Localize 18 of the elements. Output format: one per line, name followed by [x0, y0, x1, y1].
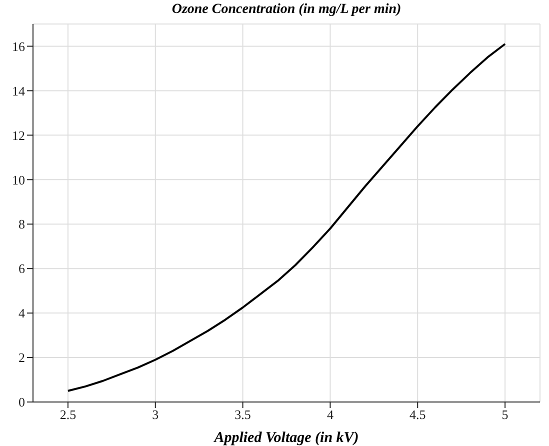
y-tick-label: 0: [18, 394, 25, 410]
y-tick-label: 14: [12, 83, 26, 98]
x-tick-label: 4: [326, 407, 334, 422]
x-tick-label: 5: [502, 407, 508, 422]
y-tick-label: 2: [18, 350, 25, 366]
y-tick-label: 16: [12, 38, 26, 54]
x-tick-label: 3.5: [234, 407, 251, 422]
y-tick-label: 6: [18, 261, 26, 276]
y-tick-label: 12: [12, 128, 25, 143]
x-tick-label: 4.5: [409, 407, 426, 422]
y-tick-label: 10: [12, 172, 25, 188]
y-tick-label: 8: [18, 216, 25, 232]
x-axis-title: Applied Voltage (in kV): [213, 430, 359, 446]
x-tick-label: 3: [152, 407, 159, 422]
chart-title: Ozone Concentration (in mg/L per min): [170, 2, 402, 18]
line-series: [66, 43, 506, 392]
y-tick-label: 4: [18, 306, 26, 321]
x-tick-label: 2.5: [60, 407, 76, 422]
